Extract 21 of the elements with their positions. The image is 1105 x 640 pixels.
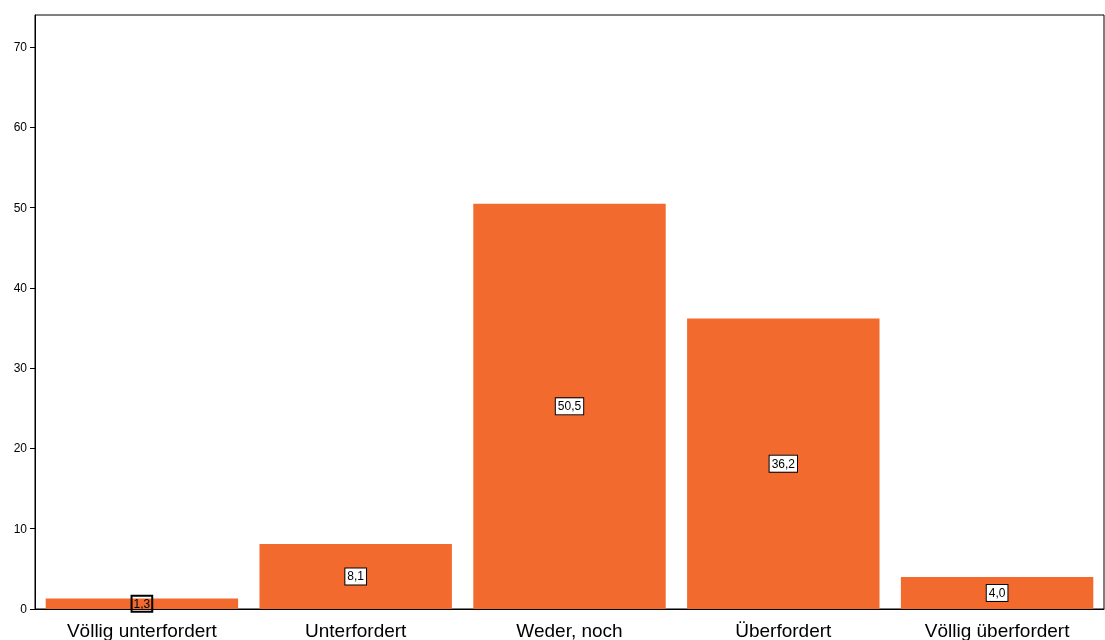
y-tick-label: 30: [13, 361, 28, 376]
data-label: 4,0: [988, 585, 1006, 600]
data-label: 36,2: [771, 456, 796, 471]
bar: [687, 318, 880, 609]
y-tick-label: 70: [13, 40, 28, 55]
bar: [45, 598, 239, 609]
bar: [900, 576, 1094, 609]
y-tick-label: 0: [20, 602, 28, 616]
y-tick-label: 40: [13, 280, 28, 295]
x-tick-label: Weder, noch: [516, 620, 623, 640]
x-tick-label: Unterfordert: [305, 620, 408, 640]
data-label: 8,1: [347, 569, 365, 584]
y-tick-label: 20: [13, 441, 28, 456]
x-tick-label: Überfordert: [735, 620, 833, 640]
data-label: 1,3: [133, 596, 151, 611]
data-label: 50,5: [557, 399, 582, 414]
bar: [259, 543, 452, 609]
bar: [473, 203, 666, 609]
y-tick-label: 60: [13, 120, 28, 135]
y-tick-label: 10: [13, 521, 28, 536]
y-tick-label: 50: [13, 200, 28, 215]
